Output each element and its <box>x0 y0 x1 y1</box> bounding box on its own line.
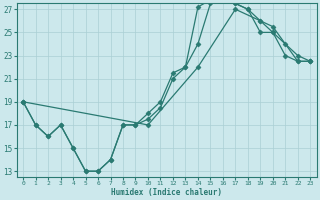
X-axis label: Humidex (Indice chaleur): Humidex (Indice chaleur) <box>111 188 222 197</box>
